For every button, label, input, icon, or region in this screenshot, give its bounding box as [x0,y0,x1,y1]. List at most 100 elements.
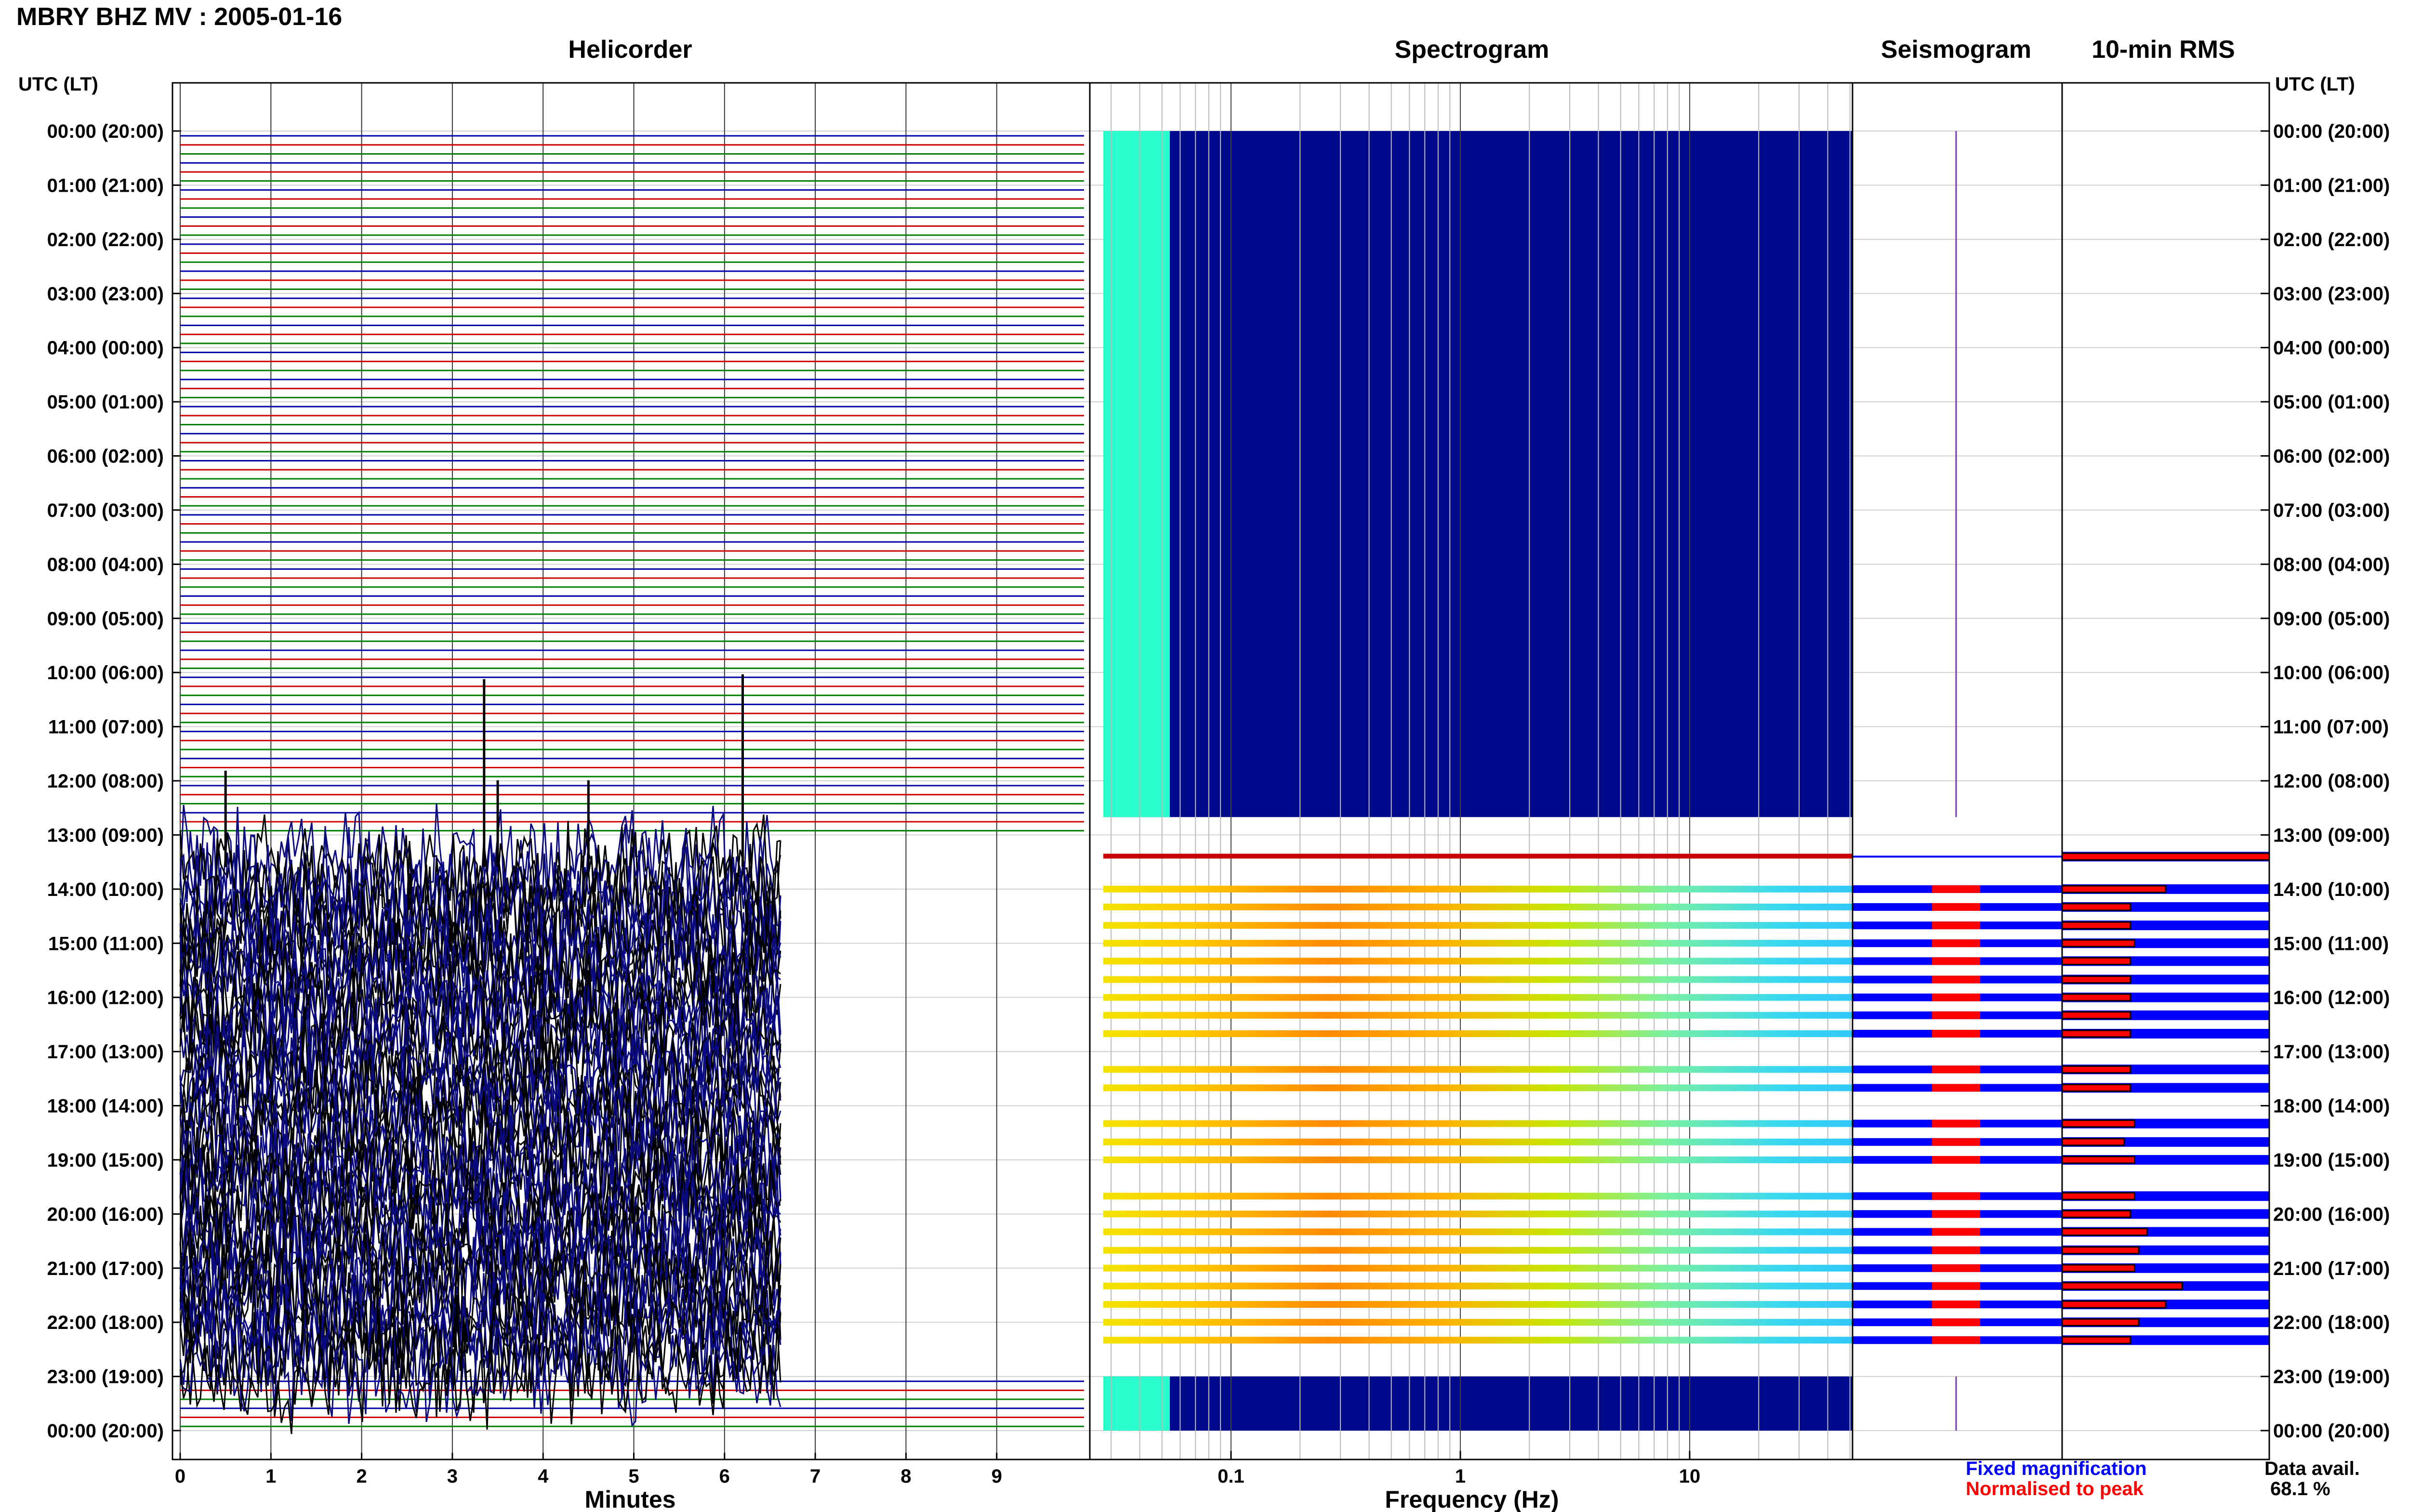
spectrogram-xtick-label: 0.1 [1218,1466,1244,1487]
hour-label-left: 10:00 (06:00) [47,662,164,684]
hour-label-left: 22:00 (18:00) [47,1312,164,1333]
rms-peak-bar [2061,903,2131,911]
hour-label-right: 16:00 (12:00) [2273,987,2390,1009]
rms-title: 10-min RMS [2091,36,2235,64]
x-axes: 0 1 2 3 4 5 6 7 8 9 0.1 1 10 [175,1451,1700,1487]
helicorder-xtick-label: 3 [447,1466,458,1487]
helicorder-waveform [179,1277,781,1396]
spectrogram-strip [1103,903,1853,910]
hour-label-left: 19:00 (15:00) [47,1150,164,1171]
helicorder-xtick-label: 8 [900,1466,911,1487]
seismogram-title: Seismogram [1881,36,2031,64]
spectrogram-lowfreq-band [1103,1376,1170,1431]
spectrogram-strip [1103,1030,1853,1037]
seismogram-panel [1853,131,2062,1431]
hour-label-left: 21:00 (17:00) [47,1258,164,1279]
spectrogram-strip [1103,958,1853,965]
helicorder-waveform [179,842,781,951]
spectrogram-strip [1103,1247,1853,1254]
hour-label-left: 18:00 (14:00) [47,1096,164,1117]
helicorder-xtick-label: 7 [810,1466,821,1487]
data-avail-value: 68.1 % [2270,1478,2330,1499]
helicorder-xtick-label: 1 [265,1466,276,1487]
spectrogram-strip [1103,1193,1853,1200]
spectrogram-strip [1103,1084,1853,1091]
rms-peak-bar [2061,1156,2135,1164]
hour-label-left: 07:00 (03:00) [47,500,164,521]
hour-label-left: 08:00 (04:00) [47,554,164,575]
spectrogram-xtick-label: 10 [1679,1466,1701,1487]
hour-label-right: 15:00 (11:00) [2273,933,2389,954]
spectrogram-panel [1103,83,1853,1459]
hour-label-right: 05:00 (01:00) [2273,392,2390,413]
hour-label-left: 00:00 (20:00) [47,1420,164,1442]
spectrogram-strip [1103,854,1853,859]
figure-title: MBRY BHZ MV : 2005-01-16 [16,3,342,31]
rms-peak-bar [2061,1210,2131,1218]
seismogram-peak [1932,1011,1980,1019]
rms-peak-bar [2061,1192,2135,1200]
helicorder-waveform [179,1002,781,1115]
rms-peak-bar [2061,1318,2140,1327]
helicorder-waveform [179,1292,781,1403]
helicorder-xtick-label: 0 [175,1466,185,1487]
hour-label-right: 21:00 (17:00) [2273,1258,2390,1279]
rms-peak-bar [2061,1336,2131,1344]
spectrogram-strip [1103,885,1853,893]
hour-label-right: 07:00 (03:00) [2273,500,2390,521]
helicorder-waveform [179,1309,781,1427]
rms-peak-bar [2061,957,2131,965]
seismogram-peak [1932,1210,1980,1218]
spectrogram-strip [1103,1228,1853,1236]
seismogram-peak [1932,1029,1980,1038]
spectrogram-title: Spectrogram [1395,36,1549,64]
seismogram-peak [1932,939,1980,947]
spectrogram-strip [1103,976,1853,983]
helicorder-waveform [179,920,781,1037]
hour-label-left: 05:00 (01:00) [47,392,164,413]
rms-peak-bar [2061,1246,2140,1255]
seismogram-peak [1932,1336,1980,1344]
seismogram-peak [1932,957,1980,965]
hour-label-right: 12:00 (08:00) [2273,771,2390,792]
spectrogram-xlabel: Frequency (Hz) [1385,1486,1559,1512]
hour-label-left: 15:00 (11:00) [48,933,164,954]
hour-label-right: 14:00 (10:00) [2273,879,2390,900]
rms-peak-bar [2061,975,2131,984]
spectrogram-strip [1103,1264,1853,1272]
spectrogram-strip [1103,1282,1853,1289]
rms-peak-bar [2061,1011,2131,1020]
hour-label-left: 11:00 (07:00) [48,717,164,738]
hour-label-right: 10:00 (06:00) [2273,662,2390,684]
rms-peak-bar [2061,939,2135,947]
hour-label-left: 14:00 (10:00) [47,879,164,900]
hour-label-right: 08:00 (04:00) [2273,554,2390,575]
seismogram-peak [1932,1301,1980,1309]
utc-header-left: UTC (LT) [18,74,98,95]
rms-peak-bar [2061,1029,2131,1038]
helicorder-waveform [180,1024,781,1136]
hour-label-left: 00:00 (20:00) [47,121,164,142]
spectrogram-strip [1103,940,1853,947]
seismogram-peak [1932,885,1980,893]
hour-label-right: 13:00 (09:00) [2273,825,2390,846]
spectrogram-strip [1103,994,1853,1001]
hour-axis-labels: 00:00 (20:00) 00:00 (20:00) 01:00 (21:00) 0… [47,121,2390,1442]
spectrogram-lowfreq-band [1103,131,1170,817]
rms-peak-bar [2061,1282,2183,1290]
seismogram-peak [1932,1282,1980,1290]
spectrogram-strip [1103,1138,1853,1145]
spectrogram-strip [1103,1337,1853,1344]
helicorder-waveform [179,1318,781,1434]
hour-label-left: 03:00 (23:00) [47,283,164,304]
hour-label-left: 01:00 (21:00) [47,175,164,196]
hour-label-left: 12:00 (08:00) [47,771,164,792]
rms-peak-bar [2061,1083,2131,1092]
helicorder-panel [179,83,1084,1459]
helicorder-waveform [179,892,781,1008]
seismogram-peak [1932,1228,1980,1236]
panel-frame [2061,82,2270,1460]
hour-label-left: 13:00 (09:00) [47,825,164,846]
hour-label-right: 18:00 (14:00) [2273,1096,2390,1117]
